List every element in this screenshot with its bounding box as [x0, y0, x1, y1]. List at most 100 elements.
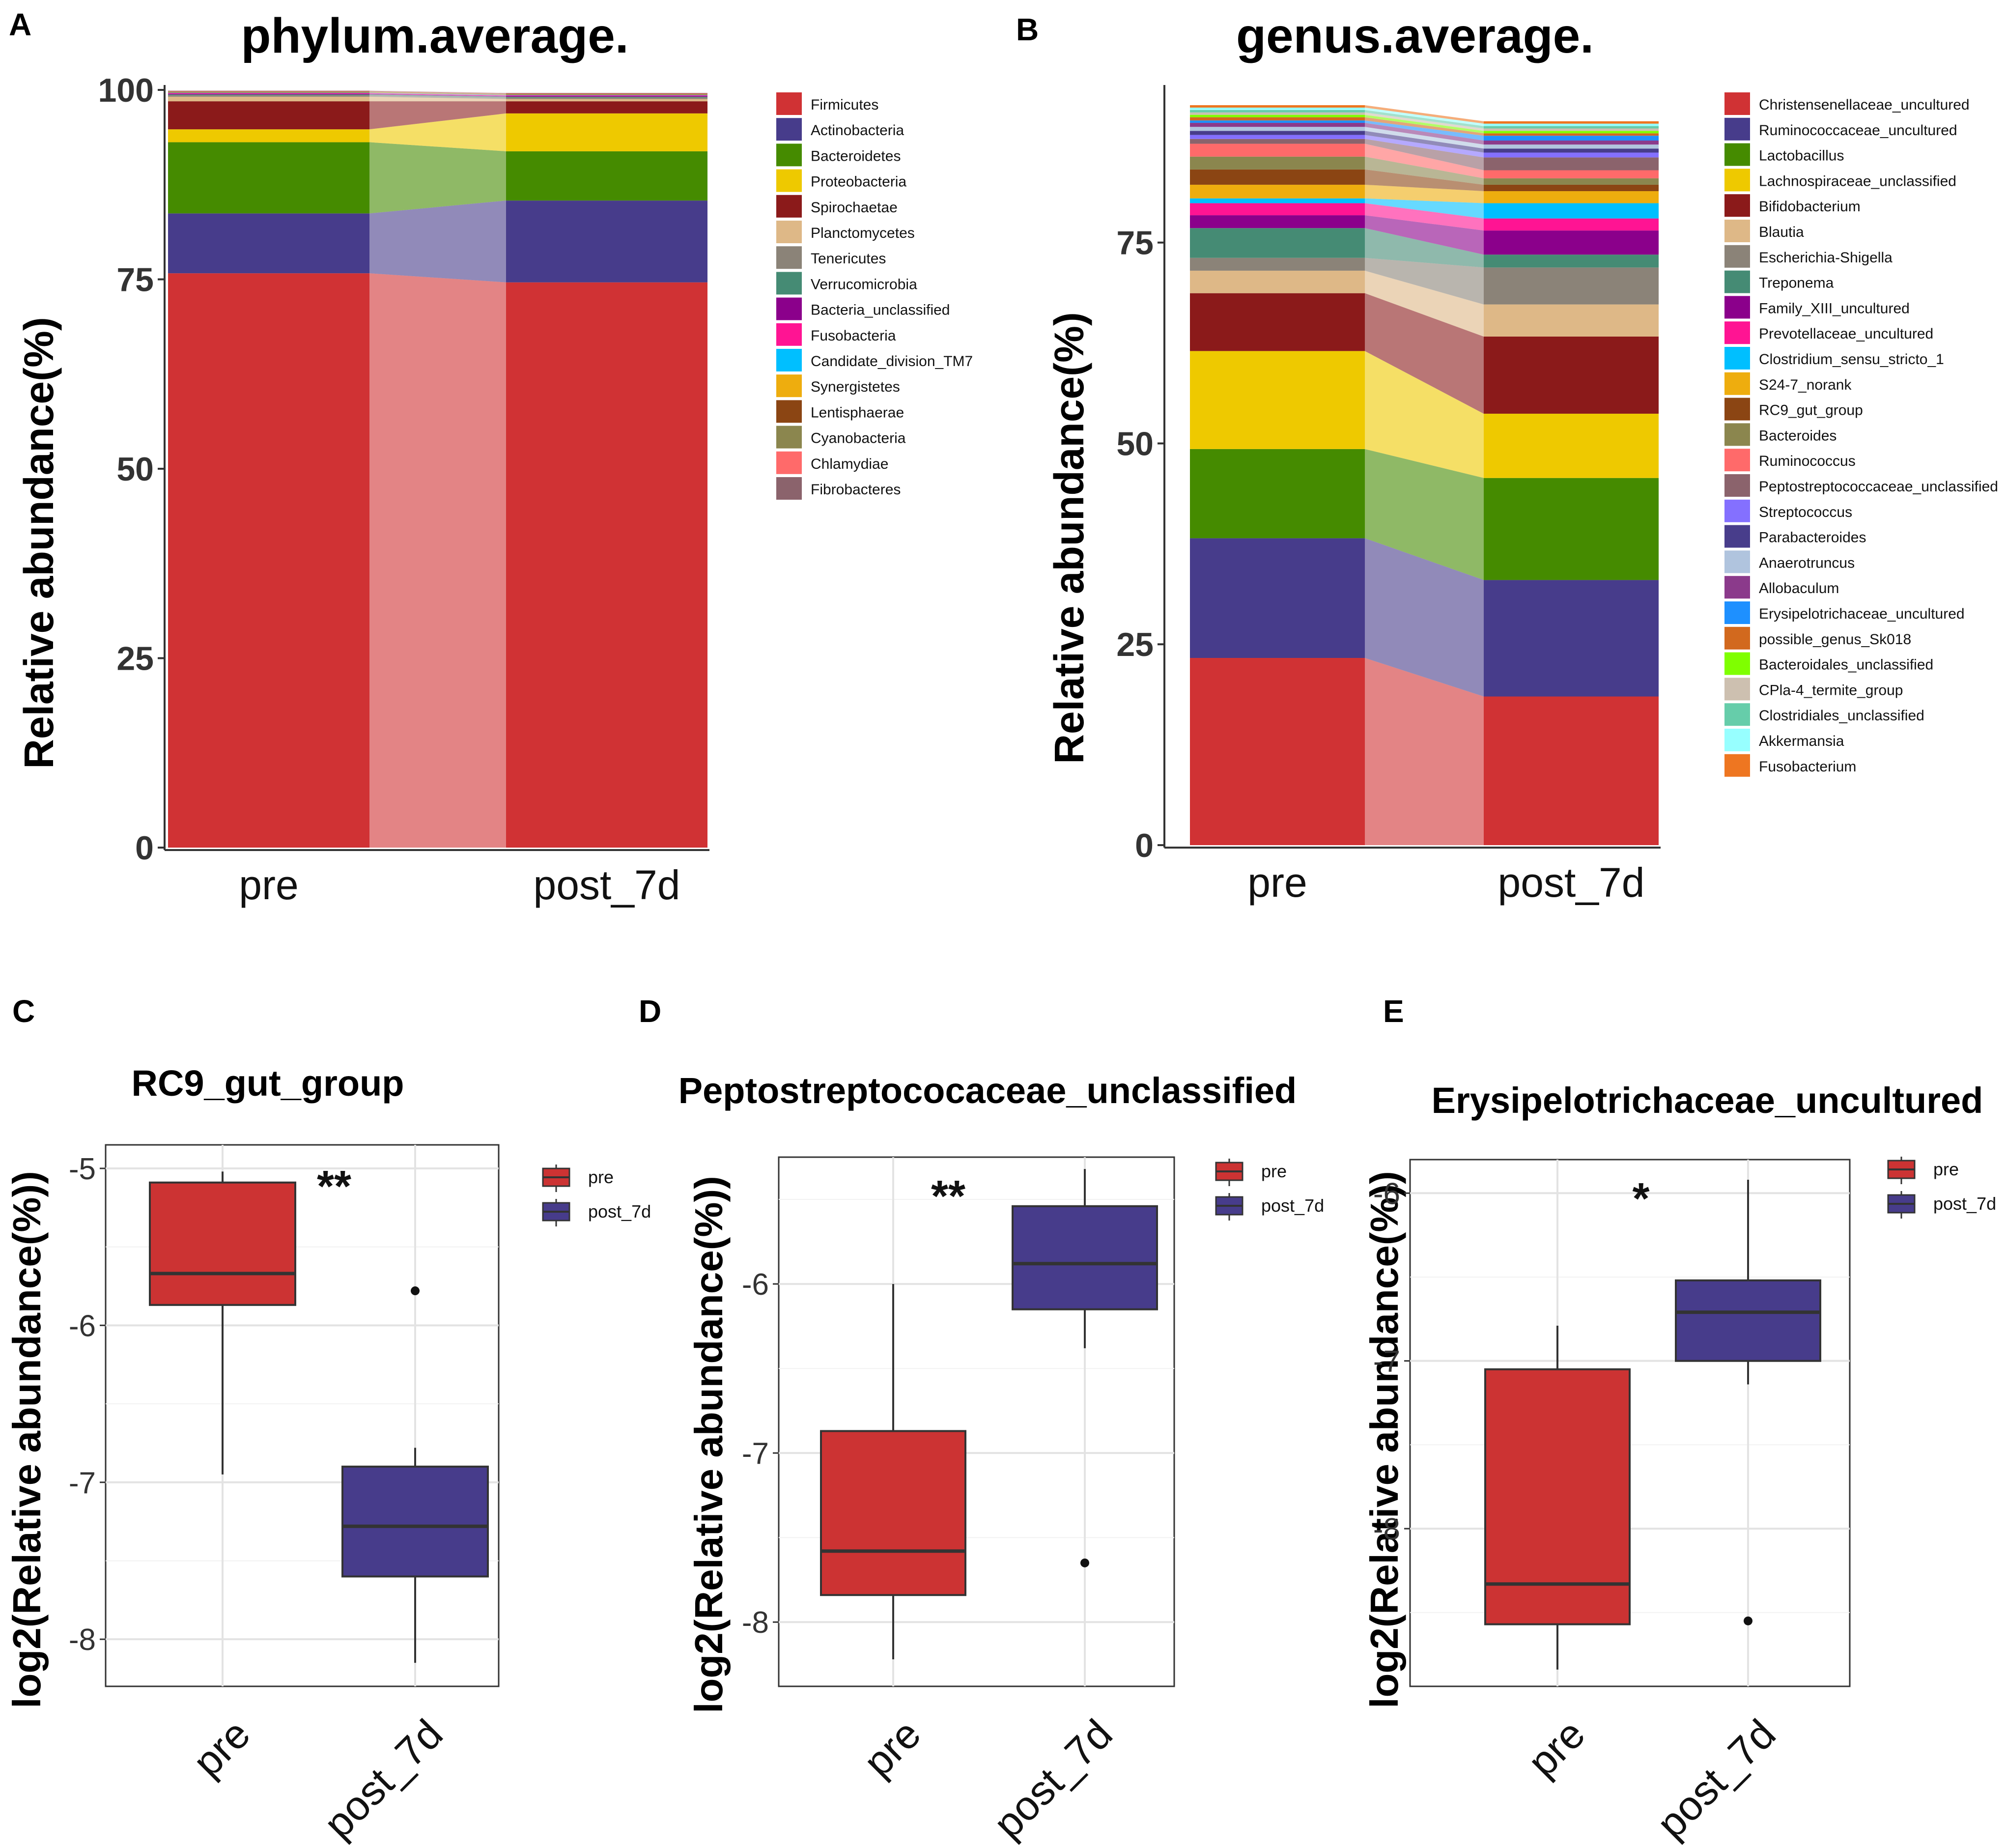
- transition-band: [1365, 293, 1484, 414]
- legend-label: Streptococcus: [1759, 504, 1852, 520]
- bar-segment-pre: [1190, 293, 1365, 351]
- y-tick-label: -7: [1373, 1345, 1400, 1379]
- legend-swatch: [1724, 525, 1750, 548]
- bar-segment-post: [506, 282, 707, 848]
- box-pre: [1484, 1368, 1631, 1625]
- legend-label: Ruminococcaceae_uncultured: [1759, 122, 1957, 139]
- legend-label: Anaerotruncus: [1759, 555, 1855, 571]
- legend-label: Bacteroidetes: [811, 148, 901, 164]
- bar-segment-post: [1484, 478, 1659, 580]
- y-tick-label: 0: [1135, 827, 1154, 864]
- chart-title: Peptostreptococaceae_unclassified: [678, 1070, 1297, 1111]
- bar-segment-pre: [1190, 107, 1365, 110]
- legend: Christensenellaceae_uncultured Ruminococc…: [1724, 92, 1998, 777]
- legend-label: Clostridiales_unclassified: [1759, 708, 1924, 724]
- legend-swatch: [776, 451, 802, 474]
- legend-swatch: [1724, 117, 1750, 141]
- bar-segment-post: [506, 151, 707, 201]
- bar-segment-post: [1484, 123, 1659, 126]
- bar-segment-pre: [168, 91, 369, 92]
- legend-swatch: [776, 169, 802, 192]
- bar-segment-pre: [1190, 139, 1365, 144]
- legend-swatch: [1724, 474, 1750, 497]
- transition-band: [1365, 135, 1484, 158]
- bar-segment-pre: [1190, 131, 1365, 135]
- y-axis-label: Relative abundance(%): [16, 317, 62, 769]
- bar-segment-pre: [1190, 114, 1365, 117]
- y-tick-label: -8: [742, 1606, 769, 1640]
- transition-band: [1365, 203, 1484, 231]
- legend-label: Verrucomicrobia: [811, 276, 917, 292]
- x-tick-label: pre: [854, 1710, 929, 1785]
- y-tick-label: -6: [742, 1268, 769, 1302]
- legend-label: Bifidobacterium: [1759, 199, 1861, 215]
- x-tick-label: post_7d: [1648, 1710, 1784, 1847]
- legend-swatch: [776, 143, 802, 167]
- legend-swatch: [1724, 169, 1750, 192]
- legend-label: post_7d: [1261, 1195, 1324, 1216]
- bar-segment-post: [1484, 178, 1659, 185]
- bar-segment-post: [1484, 304, 1659, 337]
- bar-segment-pre: [1190, 123, 1365, 127]
- bar-segment-pre: [168, 92, 369, 93]
- legend-label: Lentisphaerae: [811, 404, 904, 421]
- legend: Firmicutes Actinobacteria Bacteroidetes Pro…: [776, 92, 973, 500]
- legend-swatch: [1724, 321, 1750, 344]
- legend-swatch: [1724, 296, 1750, 319]
- legend-label: Escherichia-Shigella: [1759, 250, 1893, 266]
- legend-label: Prevotellaceae_uncultured: [1759, 326, 1933, 342]
- legend-swatch: [776, 297, 802, 320]
- significance-marker: **: [931, 1172, 965, 1221]
- legend-label: Lachnospiraceae_unclassified: [1759, 173, 1956, 189]
- bar-segment-pre: [1190, 198, 1365, 203]
- transition-band: [369, 93, 506, 96]
- legend-label: Cyanobacteria: [811, 430, 906, 447]
- transition-band: [1365, 112, 1484, 131]
- bar-segment-post: [506, 96, 707, 98]
- y-tick-label: 50: [116, 451, 154, 488]
- transition-band: [1365, 257, 1484, 305]
- x-tick-label: pre: [184, 1710, 258, 1785]
- bar-segment-pre: [1190, 120, 1365, 123]
- transition-band: [369, 95, 506, 99]
- panel-label-e: E: [1383, 994, 1404, 1029]
- legend-swatch: [1724, 270, 1750, 293]
- legend-swatch: [1724, 678, 1750, 701]
- legend-label: Bacteroidales_unclassified: [1759, 657, 1933, 673]
- transition-band: [369, 90, 506, 93]
- transition-band: [1365, 107, 1484, 126]
- legend-swatch: [1724, 449, 1750, 472]
- bars: [168, 90, 707, 848]
- legend-label: Chlamydiae: [811, 456, 888, 472]
- legend-label: Family_XIII_uncultured: [1759, 300, 1910, 316]
- bar-segment-post: [506, 113, 707, 151]
- box-post_7d: [1675, 1279, 1821, 1362]
- bar-segment-pre: [1190, 143, 1365, 157]
- legend-label: Ruminococcus: [1759, 453, 1856, 469]
- bar-segment-post: [1484, 336, 1659, 414]
- bar-segment-post: [1484, 128, 1659, 131]
- legend-label: Blautia: [1759, 224, 1804, 240]
- legend-swatch: [776, 246, 802, 269]
- bar-segment-post: [1484, 230, 1659, 255]
- bar-segment-post: [506, 97, 707, 99]
- bar-segment-post: [1484, 152, 1659, 158]
- bar-segment-pre: [1190, 538, 1365, 658]
- bar-segment-pre: [1190, 110, 1365, 113]
- y-tick-label: 25: [1116, 626, 1154, 663]
- legend-label: Candidate_division_TM7: [811, 353, 973, 370]
- bar-segment-pre: [168, 213, 369, 274]
- transition-band: [1365, 110, 1484, 129]
- bar-segment-pre: [1190, 127, 1365, 131]
- x-tick-label: post_7d: [315, 1710, 452, 1847]
- y-tick-label: -7: [69, 1466, 96, 1500]
- y-axis-label: log2(Relative abundance(%)): [687, 1176, 731, 1713]
- bar-segment-post: [506, 200, 707, 283]
- legend-swatch: [1724, 652, 1750, 675]
- bar-segment-pre: [168, 101, 369, 130]
- bar-segment-post: [506, 101, 707, 114]
- bar-segment-pre: [1190, 658, 1365, 845]
- y-tick-label: -8: [69, 1623, 96, 1657]
- legend-label: Proteobacteria: [811, 174, 906, 190]
- bar-segment-pre: [1190, 270, 1365, 293]
